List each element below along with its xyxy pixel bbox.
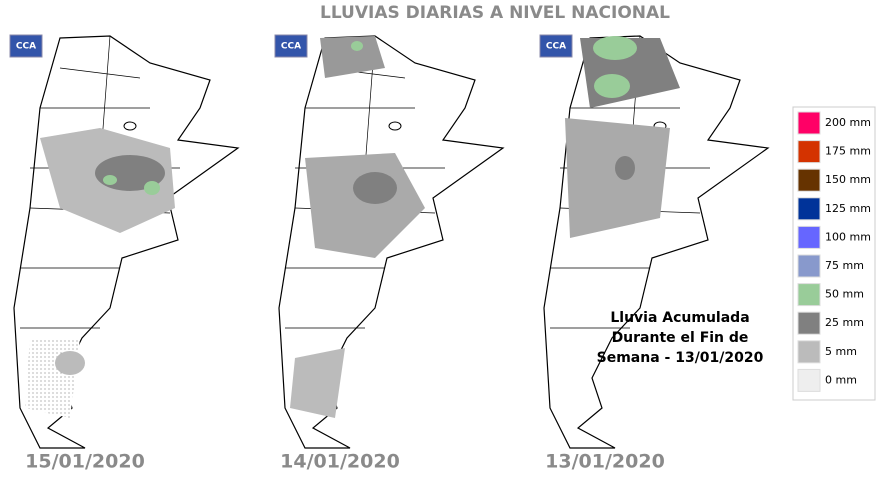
rain-area — [353, 172, 397, 204]
legend-label: 50 mm — [825, 288, 864, 301]
rain-area — [144, 181, 160, 195]
legend-label: 25 mm — [825, 316, 864, 329]
logo — [274, 34, 308, 58]
rain-area — [320, 36, 385, 78]
rain-area — [615, 156, 635, 180]
legend-swatch — [797, 168, 821, 192]
legend-swatch — [797, 197, 821, 221]
legend-swatch — [797, 340, 821, 364]
map-1: CCA — [9, 34, 239, 449]
rain-area — [290, 348, 345, 418]
rain-area — [594, 74, 630, 98]
annotation: Durante el Fin de — [612, 330, 749, 346]
map-3: CCA — [539, 34, 769, 449]
legend-swatch — [797, 283, 821, 307]
date: 13/01/2020 — [545, 451, 665, 473]
legend-label: 75 mm — [825, 259, 864, 272]
legend-label: 200 mm — [825, 116, 871, 129]
legend-label: 0 mm — [825, 373, 857, 386]
rain-area — [593, 36, 637, 60]
logo-text: CCA — [281, 42, 301, 52]
legend-swatch — [797, 111, 821, 135]
annotation: Lluvia Acumulada — [610, 310, 749, 326]
legend-label: 150 mm — [825, 173, 871, 186]
legend-swatch — [797, 225, 821, 249]
legend-swatch — [797, 311, 821, 335]
date: 15/01/2020 — [25, 451, 145, 473]
legend-swatch — [797, 140, 821, 164]
rain-area — [55, 351, 85, 375]
legend: 200 mm 175 mm 150 mm 125 mm 100 mm 75 mm 50 mm… — [797, 111, 871, 392]
logo-text: CCA — [546, 42, 566, 52]
legend-swatch — [797, 254, 821, 278]
legend-label: 100 mm — [825, 230, 871, 243]
rain-area — [305, 153, 425, 258]
legend-label: 5 mm — [825, 345, 857, 358]
rain-area — [103, 175, 117, 185]
logo-text: CCA — [16, 42, 36, 52]
annotation: Semana - 13/01/2020 — [597, 350, 764, 366]
title: LLUVIAS DIARIAS A NIVEL NACIONAL — [320, 3, 670, 23]
legend-label: 175 mm — [825, 145, 871, 158]
logo — [539, 34, 573, 58]
date: 14/01/2020 — [280, 451, 400, 473]
rain-area — [565, 118, 670, 238]
logo — [9, 34, 43, 58]
legend-swatch — [797, 368, 821, 392]
map-2: CCA — [274, 34, 504, 449]
legend-label: 125 mm — [825, 202, 871, 215]
rain-area — [351, 41, 363, 51]
country-outline — [543, 35, 769, 449]
